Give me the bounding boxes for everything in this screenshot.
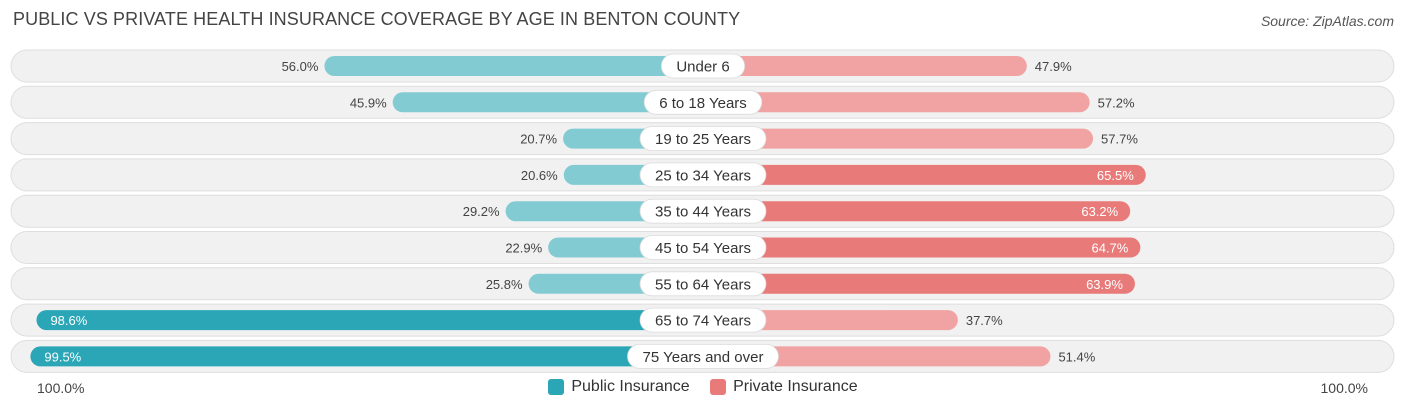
bar-private [703, 128, 1094, 149]
legend-label-public: Public Insurance [571, 378, 690, 395]
category-label: 6 to 18 Years [659, 95, 747, 112]
chart-row: 29.2% 63.2% 35 to 44 Years [10, 194, 1395, 228]
category-label: 35 to 44 Years [655, 204, 751, 221]
bar-public [36, 310, 704, 331]
value-label-private: 51.4% [1058, 349, 1095, 364]
category-label: 25 to 34 Years [655, 167, 751, 184]
chart-title: PUBLIC VS PRIVATE HEALTH INSURANCE COVER… [13, 9, 741, 29]
value-label-private: 63.2% [1081, 204, 1118, 219]
category-pill [639, 126, 767, 151]
value-label-public: 22.9% [505, 241, 542, 256]
value-label-public: 25.8% [486, 277, 523, 292]
category-label: 65 to 74 Years [655, 313, 751, 330]
value-label-private: 47.9% [1035, 59, 1072, 74]
chart-row: 99.5% 51.4% 75 Years and over [10, 339, 1395, 373]
chart-row: 56.0% 47.9% Under 6 [10, 49, 1395, 83]
bar-public [392, 92, 703, 113]
bar-private [703, 346, 1051, 367]
source-note: Source: ZipAtlas.com [1260, 13, 1394, 29]
category-label: Under 6 [676, 59, 729, 76]
legend-swatch-public [548, 379, 565, 395]
chart-row: 25.8% 63.9% 55 to 64 Years [10, 267, 1395, 301]
value-label-public: 29.2% [463, 204, 500, 219]
bar-private [703, 310, 958, 331]
bar-public [30, 346, 703, 367]
chart-row: 20.7% 57.7% 19 to 25 Years [10, 122, 1395, 156]
chart-row: 45.9% 57.2% 6 to 18 Years [10, 85, 1395, 119]
category-pill [639, 235, 767, 260]
bar-private [703, 164, 1146, 185]
legend-swatch-private [710, 379, 727, 395]
category-pill [639, 307, 767, 333]
value-label-private: 64.7% [1091, 241, 1128, 256]
chart-plot: 56.0% 47.9% Under 6 45.9% 57.2% 6 to 18 Years… [10, 49, 1395, 373]
value-label-public: 56.0% [282, 59, 319, 74]
category-pill [639, 198, 767, 224]
value-label-public: 45.9% [350, 95, 387, 110]
bar-private [703, 56, 1027, 76]
bar-private [703, 237, 1141, 258]
value-label-public: 20.7% [520, 132, 557, 147]
bar-private [703, 273, 1135, 294]
legend-label-private: Private Insurance [733, 378, 858, 395]
value-label-private: 57.7% [1101, 132, 1138, 147]
category-label: 45 to 54 Years [655, 240, 751, 257]
value-label-private: 37.7% [966, 313, 1003, 328]
chart-row: 20.6% 65.5% 25 to 34 Years [10, 158, 1395, 192]
bar-public [324, 56, 703, 76]
legend: Public Insurance Private Insurance [0, 378, 1406, 400]
axis-left-label: 100.0% [37, 380, 85, 396]
value-label-public: 20.6% [521, 168, 558, 183]
category-label: 55 to 64 Years [655, 276, 751, 293]
chart-row: 98.6% 37.7% 65 to 74 Years [10, 303, 1395, 337]
value-label-public: 98.6% [50, 313, 87, 328]
value-label-public: 99.5% [44, 349, 81, 364]
category-pill [639, 271, 767, 297]
bar-private [703, 92, 1090, 113]
legend-item-private: Private Insurance [710, 378, 858, 396]
legend-item-public: Public Insurance [548, 378, 690, 396]
category-label: 75 Years and over [643, 349, 764, 366]
category-pill [627, 343, 779, 369]
chart-row: 22.9% 64.7% 45 to 54 Years [10, 231, 1395, 264]
value-label-private: 57.2% [1098, 95, 1135, 110]
axis-right-label: 100.0% [1320, 380, 1368, 396]
category-pill [639, 162, 767, 188]
bar-private [703, 201, 1131, 222]
value-label-private: 65.5% [1097, 168, 1134, 183]
value-label-private: 63.9% [1086, 277, 1123, 292]
category-pill [643, 89, 763, 115]
category-pill [660, 53, 746, 79]
category-label: 19 to 25 Years [655, 131, 751, 148]
